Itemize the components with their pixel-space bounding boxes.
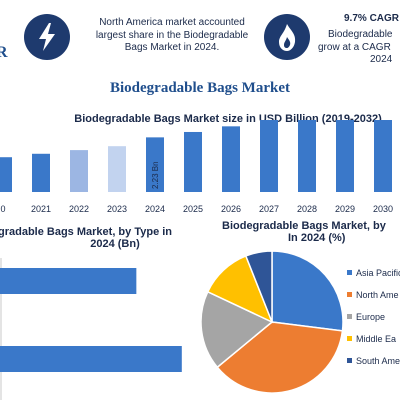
- bar: [298, 120, 316, 192]
- bar: [108, 146, 126, 192]
- x-tick-label: 2021: [31, 204, 51, 214]
- bar: [32, 153, 50, 192]
- x-tick-label: 2024: [145, 204, 165, 214]
- x-tick-label: 2030: [373, 204, 393, 214]
- cagr-text: Biodegradable grow at a CAGR 2024: [318, 29, 393, 67]
- lightning-bolt-icon: [24, 14, 70, 60]
- legend-label: North Ame: [356, 290, 399, 300]
- bar: [70, 150, 88, 192]
- x-tick-label: 2029: [335, 204, 355, 214]
- type-chart-title-line: 2024 (Bn): [90, 238, 140, 250]
- summary-line: Bags Market in 2024.: [124, 42, 220, 53]
- x-tick-label: 0: [0, 204, 5, 214]
- legend-swatch: [347, 270, 352, 275]
- region-pie-chart: Asia Pacific North Ame Europe Middle Ea Sout…: [200, 250, 400, 394]
- legend-label: Europe: [356, 312, 385, 322]
- market-size-bar-chart: 0 2021 2022 2023 2024 2.23 Bn 2025 2026 2027 2028…: [0, 120, 393, 214]
- type-chart-title-line: gradable Bags Market, by Type in: [0, 226, 173, 238]
- x-tick-label: 2022: [69, 204, 89, 214]
- pie-slice: [216, 321, 344, 394]
- x-tick-label: 2027: [259, 204, 279, 214]
- legend-swatch: [347, 336, 352, 341]
- bar-data-label: 2.23 Bn: [151, 161, 160, 189]
- legend-label: Asia Pacific: [356, 268, 400, 278]
- brand-logo: R: [0, 44, 8, 61]
- legend-swatch: [347, 314, 352, 319]
- x-tick-label: 2025: [183, 204, 203, 214]
- bar: [336, 120, 354, 192]
- legend-label: South Ame: [356, 356, 400, 366]
- page-title: Biodegradable Bags Market: [110, 80, 290, 96]
- cagr-title: 9.7% CAGR: [344, 13, 400, 24]
- summary-line: North America market accounted: [99, 17, 245, 28]
- bar: [222, 126, 240, 192]
- type-chart-title: gradable Bags Market, by Type in 2024 (B…: [0, 226, 200, 250]
- flame-icon: [264, 14, 310, 60]
- x-tick-label: 2023: [107, 204, 127, 214]
- type-bar-chart: [0, 258, 182, 400]
- pie-chart-title-line: Biodegradable Bags Market, by: [222, 220, 386, 232]
- legend-label: Middle Ea: [356, 334, 396, 344]
- bar: [260, 120, 278, 192]
- pie-chart-title-line: In 2024 (%): [288, 232, 346, 244]
- pie-slice: [200, 290, 274, 369]
- horizontal-bar: [0, 268, 137, 294]
- bar: [184, 131, 202, 192]
- legend-swatch: [347, 358, 352, 363]
- pie-slice: [244, 250, 273, 323]
- north-america-summary: North America market accounted largest s…: [84, 17, 260, 55]
- summary-line: largest share in the Biodegradable: [95, 29, 249, 41]
- pie-chart-title: Biodegradable Bags Market, by In 2024 (%…: [218, 220, 400, 244]
- legend-swatch: [347, 292, 352, 297]
- bar: [0, 157, 12, 192]
- x-tick-label: 2028: [297, 204, 317, 214]
- horizontal-bar: [0, 346, 182, 372]
- bar: [374, 120, 392, 192]
- x-tick-label: 2026: [221, 204, 241, 214]
- pie-slice: [271, 250, 344, 332]
- cagr-line: 2024: [370, 54, 393, 65]
- bar: [146, 137, 164, 192]
- cagr-line: Biodegradable: [328, 29, 393, 40]
- cagr-line: grow at a CAGR: [318, 41, 391, 53]
